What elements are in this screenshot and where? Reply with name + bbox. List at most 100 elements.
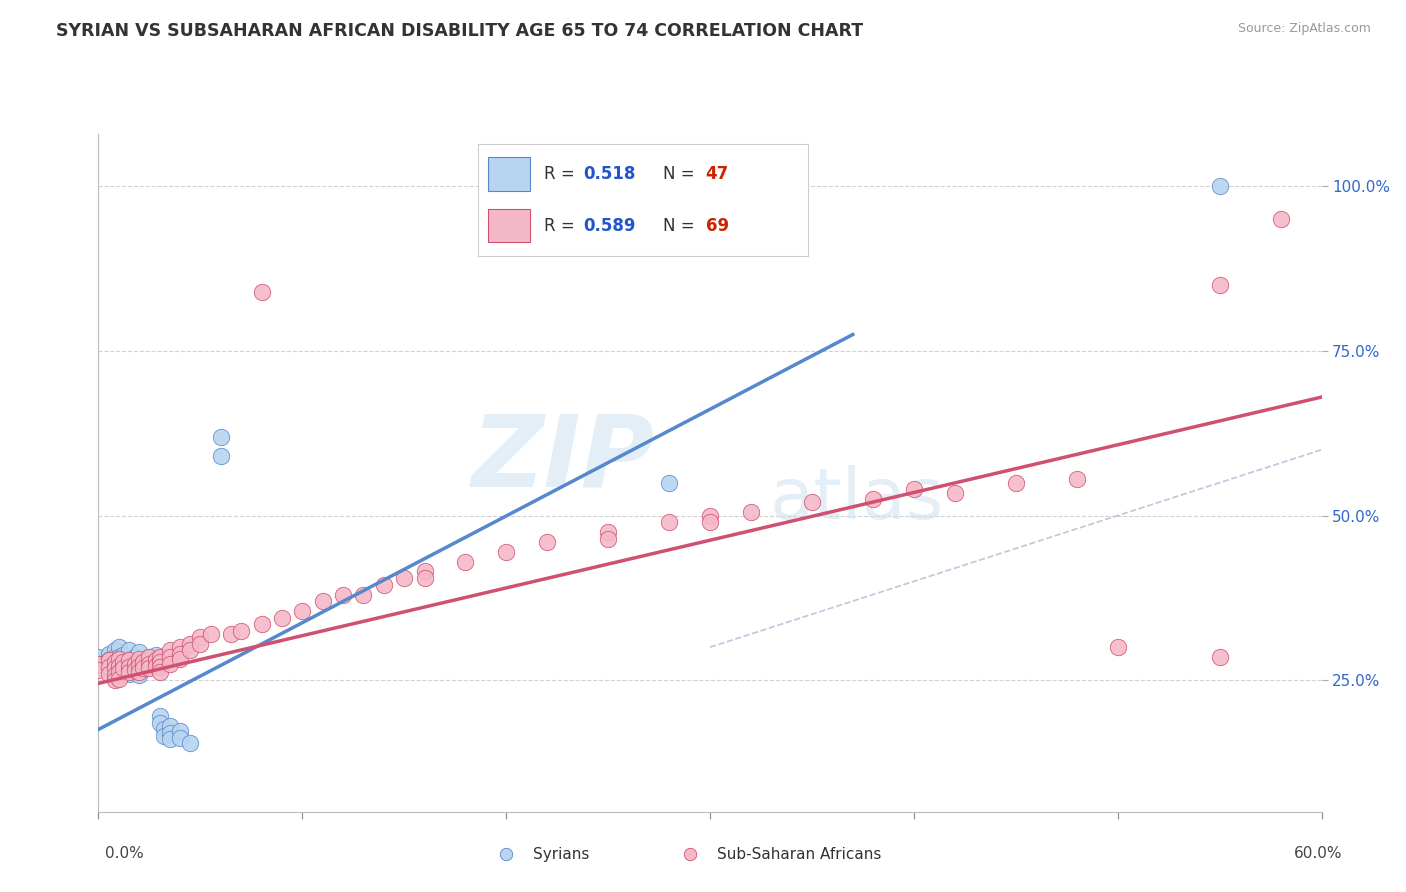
Point: [118, 665, 141, 680]
Point: [132, 661, 155, 675]
Point: [169, 724, 191, 739]
Point: [138, 657, 160, 671]
Point: [128, 661, 150, 675]
Point: [149, 715, 172, 730]
Text: Source: ZipAtlas.com: Source: ZipAtlas.com: [1237, 22, 1371, 36]
Point: [291, 604, 314, 618]
Point: [111, 661, 134, 675]
Point: [111, 648, 134, 662]
Point: [149, 650, 172, 665]
Text: Sub-Saharan Africans: Sub-Saharan Africans: [717, 847, 882, 862]
Point: [104, 670, 127, 684]
Point: [132, 655, 155, 669]
Point: [159, 719, 181, 733]
Point: [108, 665, 131, 680]
Point: [128, 645, 150, 659]
Point: [231, 624, 253, 638]
Point: [118, 653, 141, 667]
Point: [1270, 212, 1292, 227]
Point: [128, 658, 150, 673]
Point: [332, 588, 354, 602]
Point: [138, 661, 160, 675]
Point: [124, 657, 146, 671]
Point: [209, 450, 232, 464]
Point: [118, 653, 141, 667]
Point: [118, 666, 141, 681]
Point: [862, 492, 884, 507]
Point: [104, 663, 127, 677]
Point: [108, 650, 131, 665]
Point: [118, 660, 141, 674]
Point: [159, 650, 181, 665]
Point: [169, 652, 191, 666]
Point: [145, 658, 167, 673]
Point: [149, 709, 172, 723]
Point: [250, 617, 273, 632]
Text: ZIP: ZIP: [472, 410, 655, 508]
Point: [108, 658, 131, 673]
Point: [1004, 475, 1026, 490]
Text: N =: N =: [662, 217, 695, 235]
Point: [159, 732, 181, 747]
Point: [118, 660, 141, 674]
Point: [104, 655, 127, 669]
Point: [138, 650, 160, 665]
Text: 0.518: 0.518: [583, 165, 636, 183]
Bar: [488, 157, 530, 191]
Point: [159, 657, 181, 671]
Point: [124, 657, 146, 671]
Point: [270, 610, 294, 624]
Point: [413, 571, 436, 585]
Point: [87, 657, 110, 671]
Text: SYRIAN VS SUBSAHARAN AFRICAN DISABILITY AGE 65 TO 74 CORRELATION CHART: SYRIAN VS SUBSAHARAN AFRICAN DISABILITY …: [56, 22, 863, 40]
Point: [169, 731, 191, 745]
Point: [97, 666, 120, 681]
Point: [495, 545, 517, 559]
Point: [188, 637, 212, 651]
Text: 69: 69: [706, 217, 728, 235]
Text: N =: N =: [662, 165, 695, 183]
Point: [104, 668, 127, 682]
Point: [943, 485, 966, 500]
Point: [1209, 650, 1232, 665]
Point: [352, 588, 374, 602]
Point: [138, 650, 160, 665]
Point: [658, 515, 681, 529]
Point: [903, 482, 925, 496]
Point: [108, 668, 131, 682]
Point: [104, 673, 127, 687]
Point: [152, 729, 174, 743]
Point: [392, 571, 416, 585]
Point: [149, 660, 172, 674]
Point: [97, 647, 120, 661]
Point: [124, 650, 146, 665]
Point: [128, 655, 150, 669]
Point: [219, 627, 242, 641]
Point: [97, 660, 120, 674]
Point: [128, 668, 150, 682]
Point: [152, 723, 174, 737]
Point: [118, 643, 141, 657]
Point: [132, 660, 155, 674]
Point: [159, 725, 181, 739]
Point: [87, 663, 110, 677]
Point: [373, 577, 395, 591]
Text: 47: 47: [706, 165, 728, 183]
Point: [699, 508, 721, 523]
Point: [598, 524, 620, 539]
Point: [128, 665, 150, 680]
Point: [145, 655, 167, 669]
Point: [658, 475, 681, 490]
Point: [132, 653, 155, 667]
Point: [108, 640, 131, 655]
Text: Syrians: Syrians: [533, 847, 589, 862]
Text: 60.0%: 60.0%: [1295, 847, 1343, 861]
Point: [104, 657, 127, 671]
Point: [1209, 179, 1232, 194]
Point: [1209, 278, 1232, 293]
Text: R =: R =: [544, 217, 575, 235]
Point: [699, 515, 721, 529]
Point: [179, 643, 201, 657]
Point: [108, 672, 131, 686]
Point: [1066, 472, 1088, 486]
